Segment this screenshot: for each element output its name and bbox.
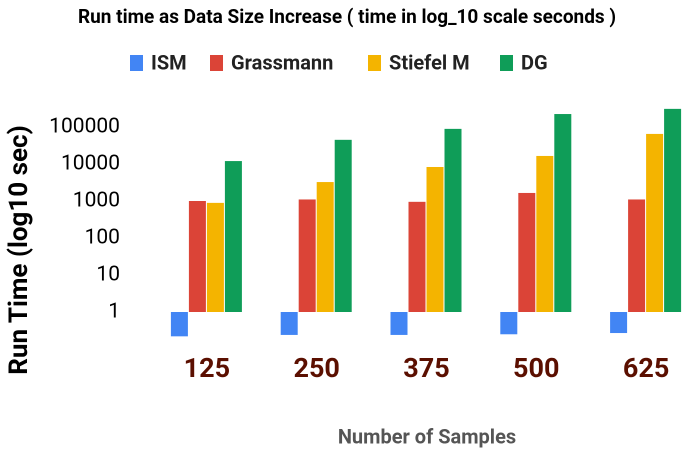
bar [170,312,188,337]
legend-label: Stiefel M [389,50,470,74]
x-axis-label: Number of Samples [338,424,516,448]
y-tick-label: 100000 [49,115,120,139]
bar [426,166,444,312]
bar [500,312,518,335]
bar [298,199,316,312]
x-tick-label: 625 [623,352,669,384]
bar [444,128,462,312]
y-axis-label: Run Time (log10 sec) [4,125,34,374]
x-tick-label: 500 [513,352,559,384]
legend-swatch [210,55,223,71]
x-tick-label: 125 [184,352,230,384]
y-tick-label: 1000 [73,189,120,213]
legend-swatch [130,55,143,71]
x-tick-label: 375 [403,352,449,384]
bar [610,312,628,334]
x-tick-label: 250 [293,352,339,384]
bar [224,161,242,312]
y-tick-label: 10000 [61,152,120,176]
bar [518,192,536,312]
legend-swatch [368,55,381,71]
legend-label: DG [521,50,548,74]
bar [664,108,682,312]
bar [536,155,554,312]
bar [554,114,572,312]
bar [206,202,224,312]
legend-swatch [500,55,513,71]
bar [390,312,408,335]
y-tick-label: 10 [96,263,120,287]
bar [280,312,298,335]
y-tick-label: 1 [108,300,120,324]
legend-label: ISM [151,50,187,74]
bar [334,139,352,312]
chart-title: Run time as Data Size Increase ( time in… [78,5,616,28]
y-tick-label: 100 [85,226,120,250]
bar [188,201,206,312]
legend-label: Grassmann [231,50,333,74]
bar [646,133,664,312]
bar [316,182,334,312]
bar [628,199,646,312]
bar [408,201,426,312]
